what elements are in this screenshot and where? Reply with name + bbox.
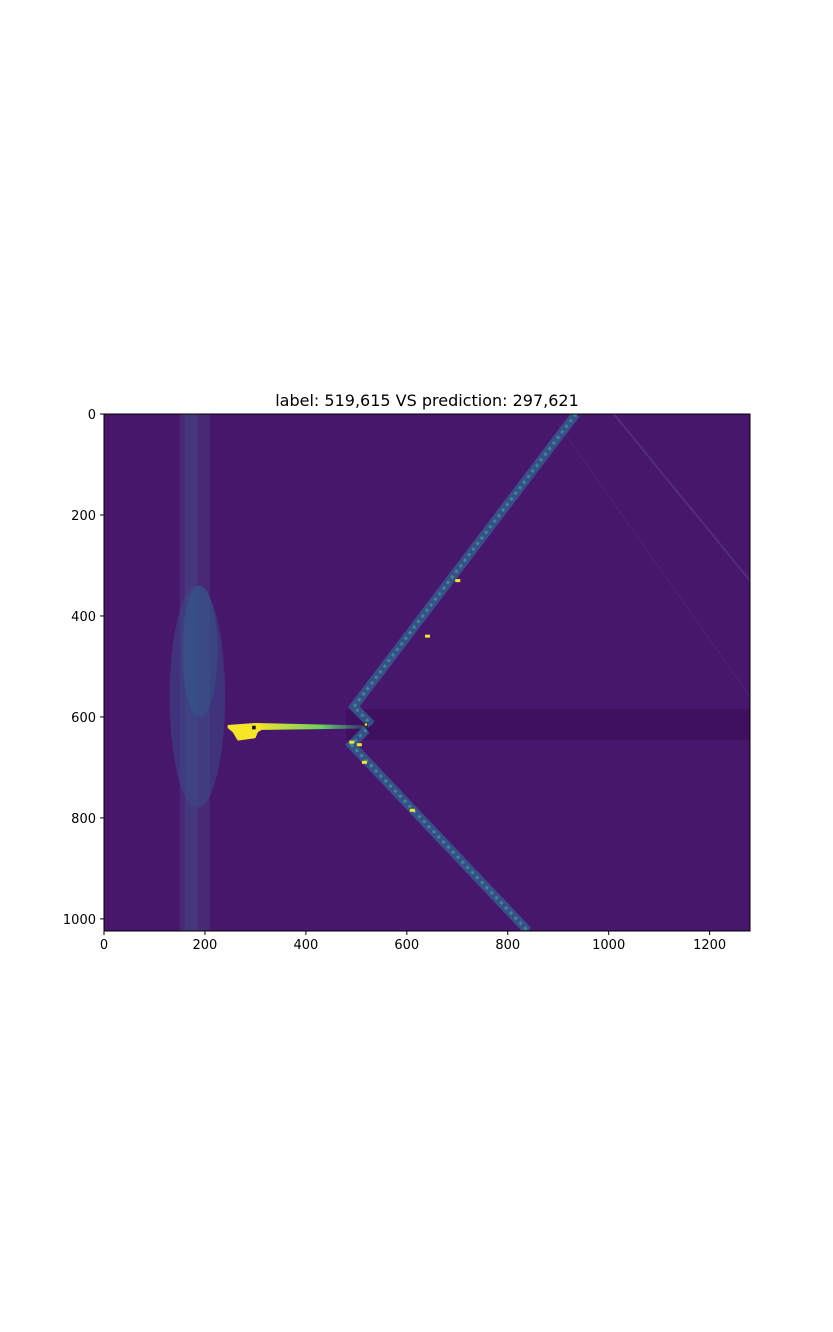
x-tick-label: 1200 [693,938,726,953]
faint-diagonal [612,414,750,582]
x-axis: 0 200 400 600 800 1000 1200 [100,931,726,953]
speckle-5 [356,743,362,747]
weld-texture [182,585,218,717]
weld-region [169,585,226,808]
speckle-4 [349,740,355,744]
speckle-3 [361,760,367,764]
laser-upper-arm [347,414,580,728]
marker-layer [252,722,368,730]
x-tick-label: 400 [293,938,318,953]
x-tick-label: 1000 [592,938,625,953]
x-tick-label: 200 [193,938,218,953]
y-tick-label: 0 [88,408,96,423]
y-tick-label: 200 [71,509,96,524]
speckle-0 [425,634,430,638]
heatmap-image [104,414,750,931]
faint-diagonal-2 [557,423,750,698]
marker-prediction [252,725,256,730]
y-axis: 0 200 400 600 800 1000 [63,408,104,928]
horizontal-stripe [346,709,750,740]
x-tick-label: 0 [100,938,108,953]
laser-lower-core [349,728,530,931]
chart-title: label: 519,615 VS prediction: 297,621 [275,391,579,410]
y-tick-label: 800 [71,812,96,827]
x-tick-label: 600 [394,938,419,953]
y-tick-label: 600 [71,711,96,726]
speckle-2 [409,808,415,812]
y-tick-label: 400 [71,610,96,625]
y-tick-label: 1000 [63,913,96,928]
speckle-1 [455,579,461,583]
bright-streak [255,722,367,731]
plot-frame [103,413,751,932]
marker-label [364,722,368,727]
x-tick-label: 800 [495,938,520,953]
